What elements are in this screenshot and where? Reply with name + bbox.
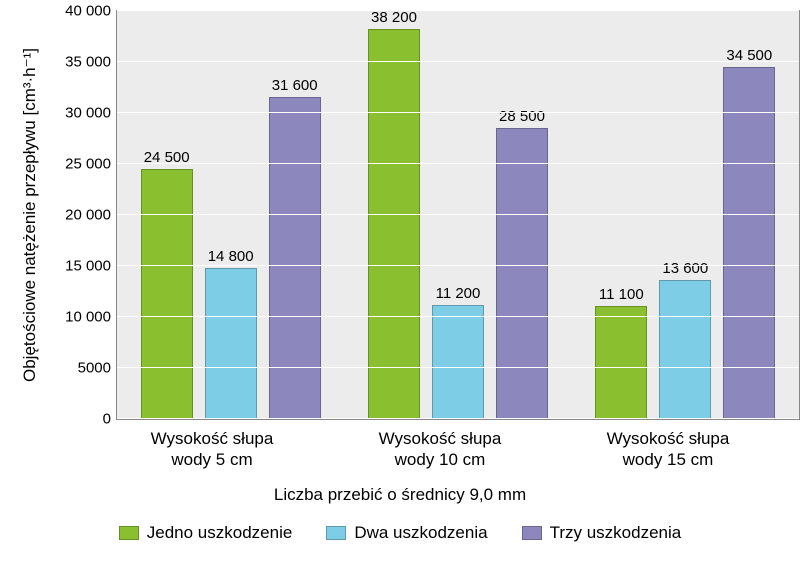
- y-tick: 10 000: [65, 309, 117, 326]
- legend: Jedno uszkodzenie Dwa uszkodzenia Trzy usz…: [18, 523, 782, 543]
- x-category-line1: Wysokość słupa: [98, 428, 326, 449]
- gridline: [117, 316, 799, 317]
- gridline: [117, 61, 799, 62]
- bar-value-label: 28 500: [499, 108, 545, 125]
- bar-s2: 14 800: [205, 268, 257, 419]
- gridline: [117, 214, 799, 215]
- gridline: [117, 418, 799, 419]
- x-category-label: Wysokość słupawody 5 cm: [98, 420, 326, 471]
- bar-s2: 11 200: [432, 305, 484, 419]
- x-category-line2: wody 15 cm: [554, 449, 782, 470]
- y-tick: 0: [103, 411, 117, 428]
- x-categories: Wysokość słupawody 5 cmWysokość słupawod…: [98, 420, 782, 471]
- y-tick: 15 000: [65, 258, 117, 275]
- gridline: [117, 367, 799, 368]
- plot-area: 24 50014 80031 60038 20011 20028 50011 1…: [116, 10, 800, 420]
- x-category-label: Wysokość słupawody 10 cm: [326, 420, 554, 471]
- legend-label: Trzy uszkodzenia: [550, 523, 682, 543]
- bar-value-label: 38 200: [371, 9, 417, 26]
- legend-label: Jedno uszkodzenie: [147, 523, 293, 543]
- gridline: [117, 112, 799, 113]
- bars-layer: 24 50014 80031 60038 20011 20028 50011 1…: [117, 11, 799, 419]
- legend-swatch: [119, 526, 139, 540]
- x-category-line2: wody 5 cm: [98, 449, 326, 470]
- gridline: [117, 163, 799, 164]
- bar-value-label: 11 200: [436, 285, 481, 302]
- plot-wrap: Objętościowe natężenie przepływu [cm³·h⁻…: [36, 10, 800, 420]
- bar-s1: 24 500: [141, 169, 193, 419]
- bar-s1: 38 200: [368, 29, 420, 419]
- x-category-line1: Wysokość słupa: [554, 428, 782, 449]
- legend-label: Dwa uszkodzenia: [354, 523, 487, 543]
- y-axis-label: Objętościowe natężenie przepływu [cm³·h⁻…: [20, 48, 40, 382]
- x-axis-label: Liczba przebić o średnicy 9,0 mm: [18, 485, 782, 505]
- y-tick: 5000: [78, 360, 117, 377]
- y-tick: 30 000: [65, 105, 117, 122]
- y-tick: 35 000: [65, 54, 117, 71]
- bar-value-label: 31 600: [272, 77, 318, 94]
- legend-item-s2: Dwa uszkodzenia: [326, 523, 487, 543]
- bar-group: 24 50014 80031 600: [117, 11, 344, 419]
- x-category-line1: Wysokość słupa: [326, 428, 554, 449]
- y-tick: 25 000: [65, 156, 117, 173]
- gridline: [117, 265, 799, 266]
- bar-group: 38 20011 20028 500: [344, 11, 571, 419]
- bar-s2: 13 600: [659, 280, 711, 419]
- x-category-label: Wysokość słupawody 15 cm: [554, 420, 782, 471]
- bar-value-label: 14 800: [208, 248, 254, 265]
- bar-value-label: 11 100: [599, 286, 644, 303]
- gridline: [117, 10, 799, 11]
- legend-item-s1: Jedno uszkodzenie: [119, 523, 293, 543]
- bar-group: 11 10013 60034 500: [572, 11, 799, 419]
- bar-s1: 11 100: [595, 306, 647, 419]
- legend-swatch: [522, 526, 542, 540]
- legend-item-s3: Trzy uszkodzenia: [522, 523, 682, 543]
- bar-s3: 28 500: [496, 128, 548, 419]
- bar-value-label: 13 600: [662, 260, 708, 277]
- x-category-line2: wody 10 cm: [326, 449, 554, 470]
- y-tick: 20 000: [65, 207, 117, 224]
- chart-container: Objętościowe natężenie przepływu [cm³·h⁻…: [0, 0, 800, 580]
- y-tick: 40 000: [65, 3, 117, 20]
- legend-swatch: [326, 526, 346, 540]
- bar-s3: 31 600: [269, 97, 321, 419]
